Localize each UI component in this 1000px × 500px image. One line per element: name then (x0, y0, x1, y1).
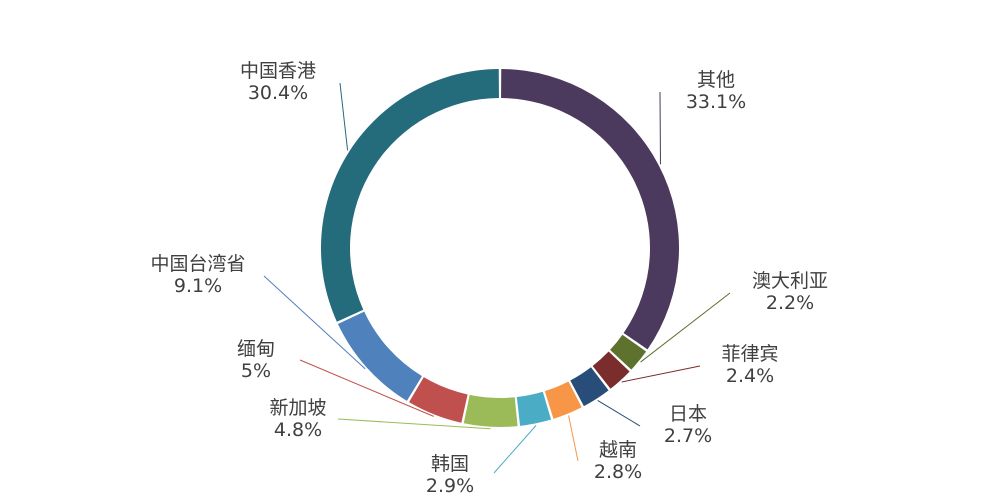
donut-slice (501, 69, 679, 350)
slice-data-label: 越南 2.8% (594, 439, 642, 483)
slice-label-value: 2.7% (664, 425, 712, 447)
slice-data-label: 中国台湾省 9.1% (150, 253, 245, 297)
slice-label-name: 日本 (669, 403, 707, 425)
slice-label-name: 中国香港 (240, 60, 316, 82)
donut-slice (516, 391, 552, 426)
leader-line (339, 82, 349, 151)
leader-line (493, 425, 537, 474)
donut-slice (463, 394, 518, 427)
slice-label-value: 4.8% (274, 419, 322, 441)
data-labels: 其他 33.1%澳大利亚 2.2%菲律宾 2.4%日本 2.7%越南 2.8%韩国 2.9%… (150, 60, 828, 497)
slice-label-name: 韩国 (431, 453, 469, 475)
slice-label-name: 缅甸 (237, 338, 275, 360)
donut-slice (409, 377, 468, 423)
leader-line (299, 359, 434, 417)
slice-label-value: 2.8% (594, 461, 642, 483)
slice-data-label: 菲律宾 2.4% (721, 343, 778, 387)
slice-label-name: 越南 (599, 439, 637, 461)
slice-label-value: 30.4% (248, 82, 308, 104)
donut-slice (337, 311, 422, 401)
slice-label-name: 菲律宾 (721, 343, 778, 365)
donut-slice (570, 367, 609, 407)
leader-line (568, 415, 579, 462)
donut-slice (544, 381, 582, 419)
donut-slice (592, 351, 630, 389)
slice-label-name: 中国台湾省 (150, 253, 245, 275)
slice-label-value: 2.2% (766, 292, 814, 314)
slice-data-label: 新加坡 4.8% (269, 397, 326, 441)
slice-label-value: 9.1% (174, 275, 222, 297)
slice-label-name: 新加坡 (269, 397, 326, 419)
slice-data-label: 中国香港 30.4% (240, 60, 316, 104)
slice-label-value: 2.9% (426, 475, 474, 497)
slice-label-value: 33.1% (686, 91, 746, 113)
leader-line (621, 365, 701, 383)
slice-data-label: 缅甸 5% (237, 338, 275, 382)
leader-line (597, 399, 641, 427)
slice-data-label: 其他 33.1% (686, 69, 746, 113)
leader-lines (263, 82, 731, 474)
leader-line (640, 292, 731, 363)
slice-label-value: 5% (241, 360, 271, 382)
leader-line (337, 418, 491, 430)
slice-data-label: 日本 2.7% (664, 403, 712, 447)
leader-line (263, 275, 366, 370)
slice-data-label: 澳大利亚 2.2% (752, 270, 828, 314)
slice-label-name: 其他 (697, 69, 735, 91)
slice-label-name: 澳大利亚 (752, 270, 828, 292)
donut-slice (320, 69, 499, 322)
donut-slices (320, 69, 679, 427)
slice-label-value: 2.4% (726, 365, 774, 387)
slice-data-label: 韩国 2.9% (426, 453, 474, 497)
donut-slice (610, 334, 647, 370)
